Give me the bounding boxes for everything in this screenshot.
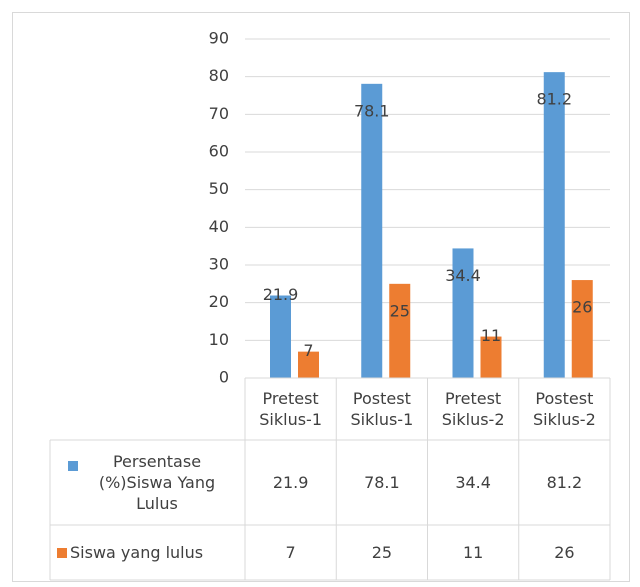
bar xyxy=(452,248,474,378)
y-tick-label: 40 xyxy=(209,217,229,236)
y-tick-label: 70 xyxy=(209,104,229,123)
y-tick-label: 80 xyxy=(209,66,229,85)
bar xyxy=(389,283,411,378)
table-value: 21.9 xyxy=(272,473,309,492)
bar xyxy=(543,72,565,378)
bar xyxy=(480,336,502,378)
data-label: 78.1 xyxy=(354,101,390,120)
y-tick-label: 20 xyxy=(209,292,229,311)
legend-label: Persentase (%)Siswa Yang Lulus xyxy=(98,452,216,513)
chart-border xyxy=(12,12,630,582)
data-label: 26 xyxy=(572,298,592,317)
bar xyxy=(361,83,383,378)
data-label: 11 xyxy=(481,326,501,345)
bar xyxy=(270,295,291,378)
table-value: 25 xyxy=(371,543,393,562)
legend-swatch xyxy=(57,548,67,558)
table-value: 34.4 xyxy=(455,473,491,492)
legend-swatch xyxy=(68,461,78,471)
bar xyxy=(571,280,593,378)
bar xyxy=(298,351,319,378)
y-tick-label: 60 xyxy=(209,142,229,161)
data-label: 25 xyxy=(390,301,410,320)
table-value: 78.1 xyxy=(364,473,400,492)
table-value: 11 xyxy=(462,543,484,562)
x-tick-label: Pretest Siklus-2 xyxy=(441,389,505,429)
data-label: 7 xyxy=(303,341,313,360)
data-label: 34.4 xyxy=(445,266,481,285)
legend-label: Siswa yang lulus xyxy=(70,543,204,562)
table-value: 7 xyxy=(285,543,296,562)
y-tick-label: 30 xyxy=(209,255,229,274)
y-tick-label: 90 xyxy=(209,29,229,48)
x-tick-label: Pretest Siklus-1 xyxy=(259,389,322,429)
table-value: 81.2 xyxy=(546,473,583,492)
data-label: 81.2 xyxy=(536,90,572,109)
table-value: 26 xyxy=(554,543,575,562)
data-label: 21.9 xyxy=(263,285,299,304)
x-tick-label: Postest Siklus-2 xyxy=(533,389,596,429)
y-tick-label: 10 xyxy=(209,330,229,349)
x-tick-label: Postest Siklus-1 xyxy=(350,389,414,429)
y-tick-label: 0 xyxy=(219,368,229,387)
y-tick-label: 50 xyxy=(209,179,229,198)
